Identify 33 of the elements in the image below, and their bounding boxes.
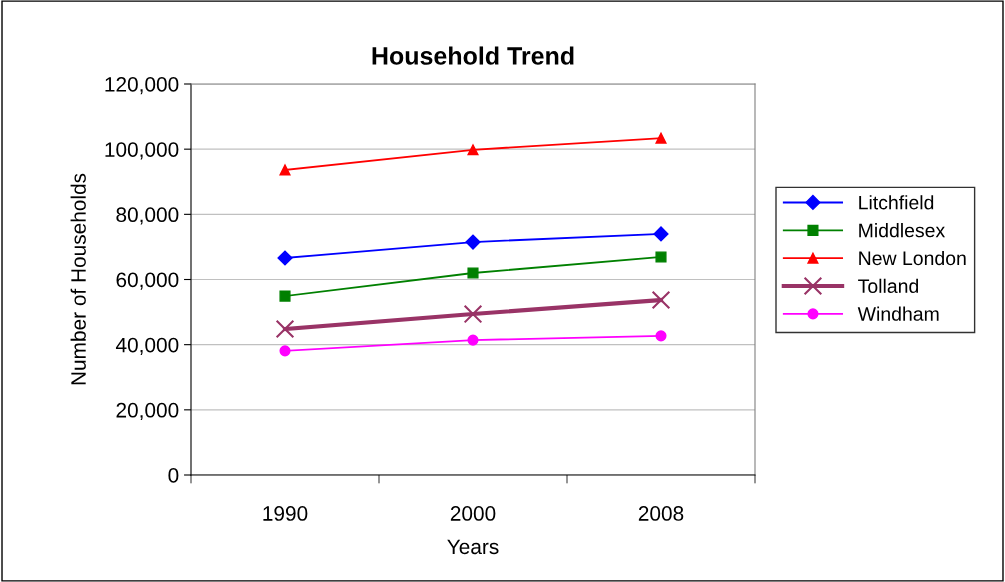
legend-label: Tolland: [858, 278, 919, 294]
x-tick-label: 2000: [450, 506, 496, 521]
point: [467, 144, 479, 156]
x-tick-label: 1990: [263, 506, 308, 521]
point: [467, 334, 479, 346]
point: [655, 132, 667, 144]
point: [279, 290, 291, 302]
point: [651, 290, 671, 310]
point: [467, 267, 479, 279]
point: [275, 319, 295, 339]
legend-label: Windham: [857, 306, 939, 321]
point: [655, 251, 667, 263]
legend-label: Litchfield: [859, 195, 934, 210]
y-tick-label: 120,000: [105, 77, 179, 95]
point: [463, 304, 483, 324]
y-axis-title: Number of Households: [70, 173, 86, 385]
point: [277, 250, 293, 266]
point: [465, 234, 481, 250]
point: [279, 164, 291, 176]
x-axis-title: Years: [447, 539, 499, 555]
y-tick-label: 60,000: [116, 272, 179, 290]
y-tick-label: 100,000: [105, 142, 179, 160]
point: [655, 330, 667, 342]
chart-title: Household Trend: [372, 46, 574, 65]
y-tick-label: 80,000: [116, 207, 179, 225]
point: [653, 226, 669, 242]
y-tick-label: 40,000: [115, 337, 179, 355]
x-tick-label: 2008: [638, 506, 684, 521]
y-tick-label: 20,000: [116, 402, 179, 421]
legend-label: Middlesex: [859, 223, 945, 238]
legend-label: New London: [859, 250, 966, 266]
point: [279, 345, 291, 357]
y-tick-label: 0: [168, 468, 179, 483]
